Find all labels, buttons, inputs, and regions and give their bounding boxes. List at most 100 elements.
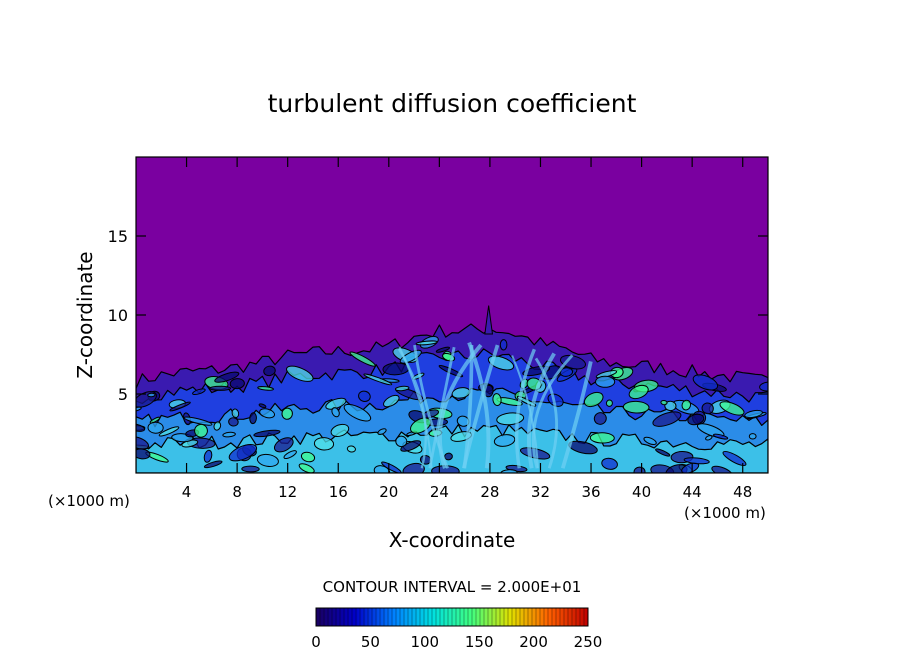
eddy-contour xyxy=(286,365,314,382)
eddy-contour xyxy=(713,433,729,440)
eddy-contour xyxy=(249,412,257,425)
eddy-contour xyxy=(748,433,757,440)
eddy-contour xyxy=(194,423,208,438)
eddy-contour xyxy=(192,388,206,396)
eddy-contour xyxy=(149,416,161,424)
x-unit-left: (×1000 m) xyxy=(48,492,130,510)
updraft-streak xyxy=(467,341,491,469)
eddy-contour xyxy=(593,412,607,425)
eddy-contour xyxy=(259,408,276,419)
eddy-contour xyxy=(203,460,223,469)
chart-title: turbulent diffusion coefficient xyxy=(268,89,637,118)
eddy-contour xyxy=(692,374,719,391)
eddy-contour xyxy=(744,409,763,419)
eddy-contour xyxy=(394,385,410,392)
eddy-contour xyxy=(358,390,371,402)
eddy-contour xyxy=(628,384,649,400)
eddy-contour xyxy=(214,371,240,383)
eddy-contour xyxy=(400,440,422,452)
eddy-contour xyxy=(633,466,646,473)
eddy-contour xyxy=(492,393,502,407)
thermal-spike xyxy=(484,305,494,335)
eddy-contour xyxy=(687,413,705,426)
x-tick-label: 16 xyxy=(329,483,348,501)
eddy-contour xyxy=(231,408,240,419)
eddy-contour xyxy=(136,448,151,460)
colorbar-tick-label: 200 xyxy=(519,633,548,651)
eddy-contour xyxy=(258,403,267,409)
eddy-contour xyxy=(330,423,350,437)
eddy-contour xyxy=(383,394,400,408)
eddy-contour xyxy=(183,416,213,426)
eddy-contour xyxy=(722,450,747,467)
eddy-contour xyxy=(683,457,710,465)
eddy-contour xyxy=(241,465,260,473)
eddy-contour xyxy=(499,339,508,351)
updraft-streak xyxy=(531,354,574,469)
updraft-streak xyxy=(511,355,539,469)
eddy-contour xyxy=(283,450,297,460)
eddy-contour xyxy=(273,437,294,453)
eddy-contour xyxy=(331,407,340,418)
eddy-contour xyxy=(147,421,164,434)
x-tick-label: 28 xyxy=(480,483,499,501)
updraft-streak xyxy=(534,357,559,469)
eddy-contour xyxy=(228,417,239,427)
eddy-contour xyxy=(229,378,245,390)
y-tick-label: 10 xyxy=(108,306,128,325)
updraft-streak xyxy=(397,348,427,469)
eddy-contour xyxy=(701,402,714,415)
eddy-contour xyxy=(395,435,408,448)
x-axis-label: X-coordinate xyxy=(389,528,516,552)
y-tick-label: 15 xyxy=(108,227,128,246)
eddy-contour xyxy=(228,443,258,462)
eddy-contour xyxy=(435,346,451,353)
eddy-contour xyxy=(622,400,650,414)
y-axis: 5 10 15 xyxy=(108,227,768,404)
x-unit-right: (×1000 m) xyxy=(684,504,766,522)
eddy-contour xyxy=(415,340,438,346)
eddy-contour xyxy=(652,411,682,427)
updraft-streak xyxy=(428,346,456,469)
eddy-contour xyxy=(169,401,191,412)
eddy-contour xyxy=(589,432,615,444)
eddy-contour xyxy=(705,435,713,441)
eddy-contour xyxy=(158,426,180,437)
eddy-contour xyxy=(605,399,613,407)
colorbar-tick-label: 50 xyxy=(361,633,380,651)
eddy-contour xyxy=(719,401,745,416)
eddy-contour xyxy=(643,436,657,446)
colorbar-tick-label: 150 xyxy=(465,633,494,651)
eddy-contour xyxy=(377,428,387,435)
x-tick-label: 24 xyxy=(430,483,449,501)
eddy-contour xyxy=(209,385,232,391)
eddy-contour xyxy=(681,399,692,411)
x-axis: 4 8 12 16 20 24 28 32 36 40 44 48 xyxy=(182,157,752,501)
colorbar-tick-label: 100 xyxy=(410,633,439,651)
eddy-contour xyxy=(559,354,587,370)
eddy-contour xyxy=(493,434,516,447)
x-tick-label: 32 xyxy=(531,483,550,501)
eddy-contour xyxy=(257,386,274,391)
eddy-contour xyxy=(349,351,376,367)
eddy-contour xyxy=(325,397,347,410)
eddy-contour xyxy=(300,451,316,463)
x-tick-label: 8 xyxy=(232,483,242,501)
x-tick-label: 48 xyxy=(733,483,752,501)
eddy-contour xyxy=(253,429,281,438)
x-tick-label: 20 xyxy=(379,483,398,501)
y-tick-label: 5 xyxy=(118,385,128,404)
eddy-contour xyxy=(650,464,675,473)
eddy-contour xyxy=(263,365,276,377)
x-tick-label: 40 xyxy=(632,483,651,501)
x-tick-label: 4 xyxy=(182,483,192,501)
field-layer xyxy=(136,305,768,473)
eddy-contour xyxy=(313,437,335,451)
updraft-streak xyxy=(526,352,556,469)
eddy-contour xyxy=(583,391,604,408)
eddy-contour xyxy=(298,463,315,473)
x-tick-label: 12 xyxy=(278,483,297,501)
updraft-streak xyxy=(560,360,593,469)
eddy-contour xyxy=(595,375,616,388)
